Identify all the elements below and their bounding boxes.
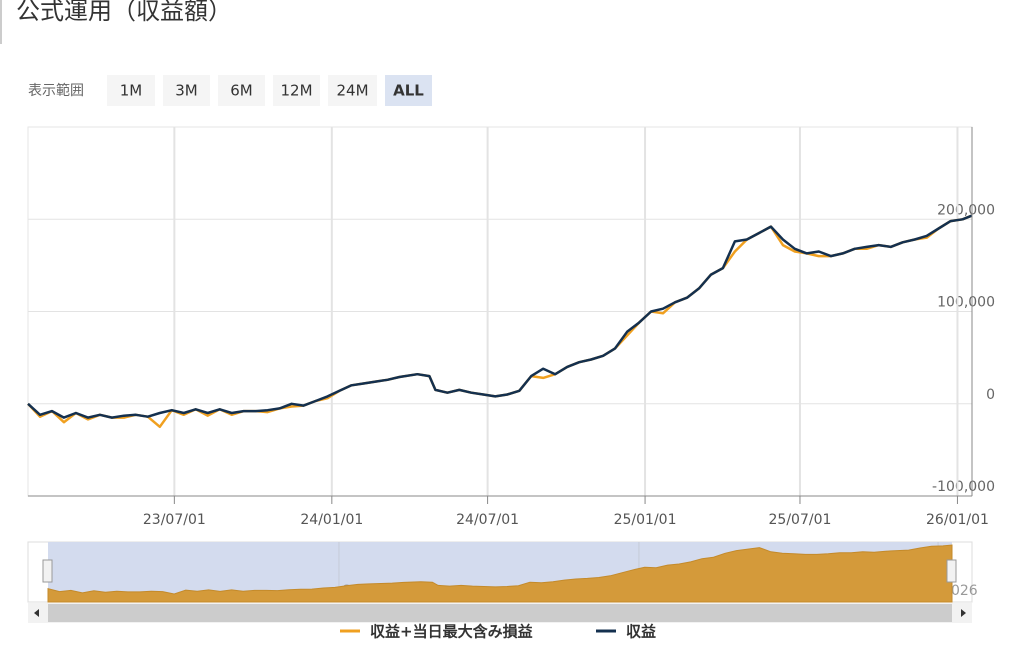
- scrollbar-thumb[interactable]: [48, 604, 952, 622]
- series-line: [27, 214, 973, 419]
- range-button-label[interactable]: 12M: [280, 82, 312, 100]
- range-button[interactable]: [218, 75, 265, 106]
- x-tick-label: 24/07/01: [456, 512, 519, 528]
- y-tick-label: 100,000: [937, 295, 995, 311]
- legend-label[interactable]: 収益: [626, 623, 656, 641]
- range-button[interactable]: [163, 75, 210, 106]
- legend-label[interactable]: 収益+当日最大含み損益: [370, 623, 533, 641]
- range-button[interactable]: [385, 75, 432, 106]
- range-button-label[interactable]: 24M: [336, 82, 368, 100]
- range-button[interactable]: [273, 75, 320, 106]
- scroll-right[interactable]: [961, 609, 966, 617]
- x-tick-label: 23/07/01: [143, 512, 206, 528]
- range-button-label[interactable]: 3M: [175, 82, 198, 100]
- range-button[interactable]: [328, 75, 377, 106]
- scroll-left[interactable]: [34, 609, 39, 617]
- range-button[interactable]: [107, 75, 155, 106]
- x-tick-label: 25/07/01: [769, 512, 832, 528]
- page-title: 公式運用（収益額）: [16, 0, 232, 25]
- navigator-handle[interactable]: [946, 559, 957, 583]
- range-button-label[interactable]: 6M: [230, 82, 253, 100]
- x-tick-label: 24/01/01: [300, 512, 363, 528]
- x-tick-label: 25/01/01: [614, 512, 677, 528]
- navigator-area: [47, 544, 953, 603]
- x-tick-label: 26/01/01: [926, 512, 989, 528]
- range-label: 表示範囲: [28, 82, 84, 99]
- range-button-label[interactable]: 1M: [120, 82, 143, 100]
- y-tick-label: 0: [986, 387, 995, 403]
- navigator-handle[interactable]: [42, 559, 53, 583]
- y-tick-label: 200,000: [937, 202, 995, 218]
- range-button-label[interactable]: ALL: [393, 82, 424, 100]
- y-tick-label: -100,000: [932, 479, 995, 495]
